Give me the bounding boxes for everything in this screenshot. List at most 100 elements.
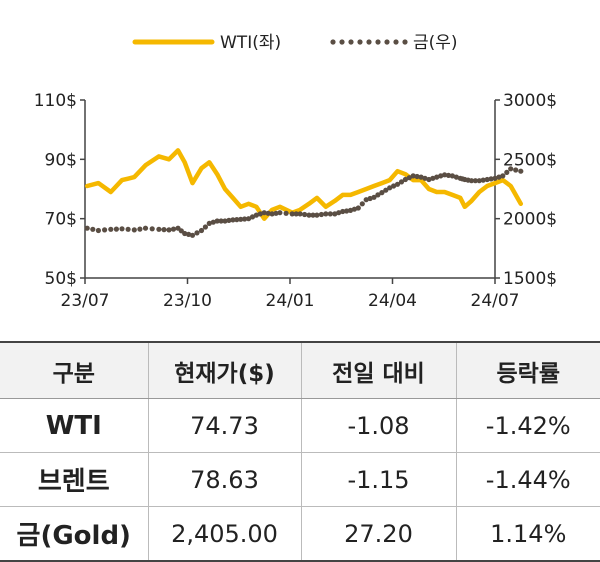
- gold-point: [182, 230, 188, 237]
- legend-gold-dot: [393, 39, 399, 45]
- gold-point: [391, 183, 397, 189]
- gold-point: [371, 194, 377, 200]
- gold-point: [442, 172, 448, 178]
- legend-gold-dot: [366, 39, 372, 45]
- gold-point: [367, 195, 373, 202]
- table-row: 금(Gold) 2,405.00 27.20 1.14%: [0, 506, 600, 562]
- y-left-tick-label: 90$: [45, 150, 77, 170]
- gold-point: [108, 226, 114, 232]
- gold-point: [289, 211, 295, 217]
- header-change-rate: 등락률: [455, 341, 600, 399]
- row-change: 27.20: [300, 506, 456, 562]
- gold-point: [496, 174, 502, 180]
- gold-point: [398, 179, 405, 185]
- x-tick-label: 24/04: [368, 291, 417, 311]
- gold-point: [95, 227, 101, 234]
- gold-point: [314, 212, 320, 218]
- table-row: 브렌트 78.63 -1.15 -1.44%: [0, 452, 600, 507]
- x-tick-label: 24/07: [471, 291, 520, 311]
- gold-point: [265, 210, 271, 216]
- row-rate: -1.42%: [455, 398, 600, 453]
- gold-point: [500, 173, 506, 179]
- gold-point: [186, 231, 192, 237]
- gold-point: [438, 173, 444, 179]
- row-name: 금(Gold): [0, 506, 148, 562]
- gold-point: [414, 173, 420, 180]
- y-right-tick-label: 1500$: [503, 269, 557, 289]
- gold-point: [206, 220, 212, 226]
- x-tick-label: 23/10: [163, 291, 212, 311]
- gold-point: [283, 210, 289, 216]
- header-current-price: 현재가($): [147, 341, 301, 399]
- gold-point: [513, 167, 519, 173]
- gold-point: [156, 226, 162, 232]
- gold-point: [468, 178, 475, 184]
- gold-point: [166, 227, 172, 233]
- y-right-tick-label: 3000$: [503, 91, 557, 111]
- y-left-tick-label: 110$: [34, 91, 77, 111]
- gold-point: [131, 227, 137, 233]
- gold-point: [434, 174, 440, 180]
- gold-point: [445, 172, 452, 178]
- gold-point: [310, 212, 316, 218]
- row-price: 2,405.00: [147, 506, 301, 562]
- gold-point: [261, 210, 267, 216]
- y-left-tick-label: 50$: [45, 269, 77, 289]
- legend-gold-dot: [330, 39, 336, 45]
- series-wti-line: [84, 148, 524, 221]
- gold-point: [422, 175, 428, 181]
- gold-point: [218, 218, 224, 224]
- plot-area: [84, 148, 524, 238]
- gold-point: [194, 230, 200, 236]
- gold-point: [394, 181, 401, 187]
- gold-point: [90, 226, 96, 232]
- gold-point: [406, 175, 412, 181]
- gold-point: [137, 226, 143, 232]
- gold-point: [359, 201, 365, 207]
- gold-point: [125, 226, 131, 232]
- legend-gold-dot: [384, 39, 390, 45]
- gold-point: [189, 232, 196, 238]
- gold-point: [306, 212, 312, 218]
- gold-point: [102, 227, 108, 233]
- gold-point: [214, 218, 220, 224]
- gold-point: [518, 168, 524, 174]
- y-right-tick-label: 2000$: [503, 210, 557, 230]
- chart-axes: 50$ 70$ 90$ 110$ 1500$ 2000$ 2500$ 3000$ 23/07 23…: [34, 91, 557, 311]
- gold-point: [430, 175, 436, 181]
- gold-point: [170, 226, 177, 232]
- gold-point: [149, 226, 155, 232]
- row-price: 74.73: [147, 398, 301, 453]
- gold-point: [426, 176, 432, 183]
- gold-point: [273, 210, 279, 216]
- x-tick-label: 24/01: [266, 291, 315, 311]
- gold-point: [113, 226, 119, 232]
- gold-point: [347, 207, 354, 213]
- gold-point: [257, 211, 263, 217]
- series-gold-dots: [84, 166, 524, 238]
- legend-gold-dot: [402, 39, 408, 45]
- x-tick-label: 23/07: [61, 291, 110, 311]
- gold-point: [318, 211, 324, 218]
- gold-point: [238, 216, 244, 222]
- gold-point: [222, 218, 228, 224]
- row-rate: 1.14%: [455, 506, 600, 562]
- row-price: 78.63: [147, 452, 301, 507]
- gold-point: [293, 211, 299, 217]
- legend-gold-dot: [348, 39, 354, 45]
- row-change: -1.15: [300, 452, 456, 507]
- gold-point: [476, 178, 482, 184]
- gold-point: [84, 225, 90, 231]
- gold-point: [344, 208, 350, 214]
- gold-point: [508, 166, 514, 172]
- gold-point: [363, 197, 369, 203]
- price-chart: WTI(좌) 금(우) 50$ 70$ 90$ 110$ 1500$ 2000$ 2500$ 3…: [34, 33, 557, 311]
- gold-point: [202, 224, 208, 230]
- row-name: 브렌트: [0, 452, 148, 507]
- gold-point: [253, 212, 259, 218]
- gold-point: [336, 210, 342, 216]
- gold-point: [402, 176, 408, 183]
- gold-point: [387, 185, 393, 191]
- gold-point: [480, 177, 486, 183]
- gold-point: [418, 174, 424, 180]
